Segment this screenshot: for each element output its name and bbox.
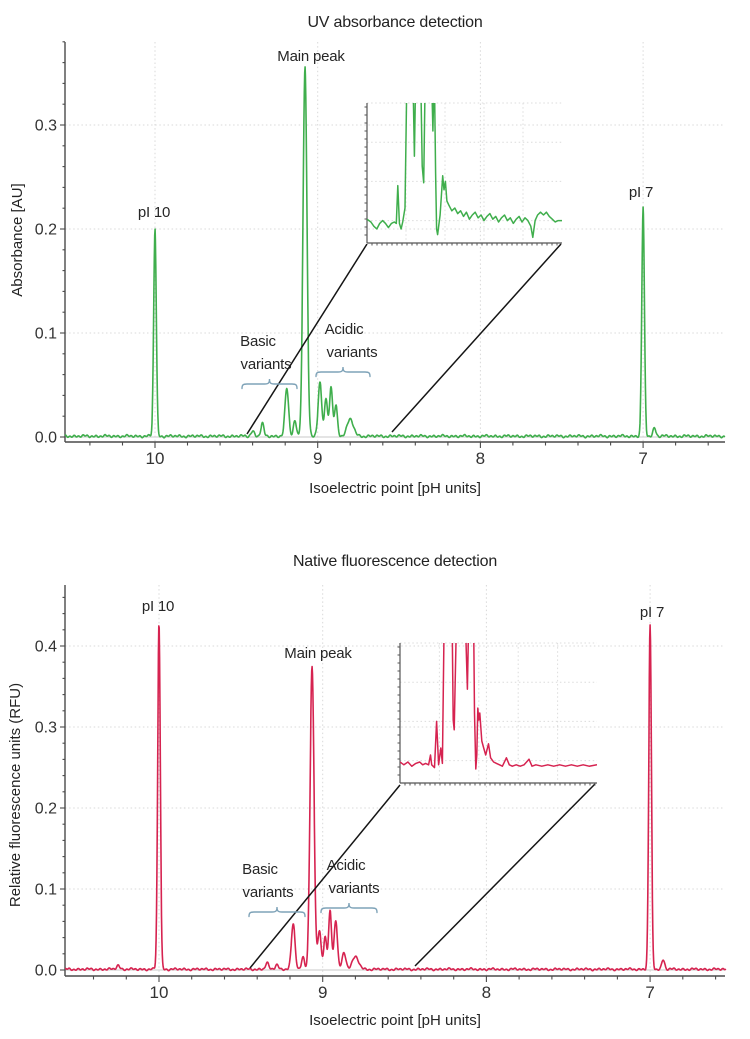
uv-y-axis-label: Absorbance [AU]	[9, 183, 26, 296]
uv-inset-trace	[367, 103, 562, 239]
fl-peak-label-main: Main peak	[284, 645, 352, 662]
fl-acidic-variants-label-line1: Acidic	[327, 857, 367, 874]
acidic-variants-brace	[315, 366, 371, 378]
uv-peak-label-main: Main peak	[277, 48, 345, 65]
x-tick-label: 8	[482, 983, 491, 1002]
inset-connector-line	[246, 243, 368, 435]
uv-acidic-variants-label-line1: Acidic	[325, 321, 365, 338]
fl-chart-title: Native fluorescence detection	[293, 553, 497, 570]
inset-connector-line	[391, 243, 562, 433]
fl-plot: 10 9 8 7 0.0 0.1 0.2 0.3 0.4	[35, 585, 727, 1002]
uv-basic-variants-label-line2: variants	[241, 356, 292, 373]
uv-trace	[64, 66, 726, 439]
y-tick-label: 0.2	[35, 222, 57, 239]
basic-variants-brace	[248, 906, 306, 918]
uv-peak-label-pi7: pI 7	[629, 184, 653, 201]
y-tick-label: 0.1	[35, 882, 57, 899]
fl-peak-label-pi10: pI 10	[142, 598, 174, 615]
fl-basic-variants-label-line2: variants	[243, 884, 294, 901]
uv-chart-title: UV absorbance detection	[307, 14, 482, 31]
uv-chart: 10 9 8 7 0.0 0.1 0.2 0.3 UV absorbance detectio…	[9, 14, 726, 497]
fl-acidic-variants-label-line2: variants	[329, 880, 380, 897]
x-tick-label: 10	[150, 983, 169, 1002]
uv-inset	[364, 102, 562, 246]
x-tick-label: 9	[318, 983, 327, 1002]
y-tick-label: 0.0	[35, 430, 57, 447]
uv-x-axis-label: Isoelectric point [pH units]	[309, 480, 481, 497]
fl-inset-trace	[400, 643, 597, 770]
fl-basic-variants-label-line1: Basic	[242, 861, 278, 878]
inset-connector-line	[414, 783, 596, 967]
fl-x-axis-label: Isoelectric point [pH units]	[309, 1012, 481, 1029]
fl-trace	[64, 624, 727, 972]
acidic-variants-brace	[320, 902, 378, 914]
grid	[65, 42, 725, 442]
y-tick-label: 0.1	[35, 326, 57, 343]
uv-acidic-variants-label-line2: variants	[327, 344, 378, 361]
x-tick-label: 9	[313, 449, 322, 468]
uv-plot: 10 9 8 7 0.0 0.1 0.2 0.3	[35, 41, 726, 468]
x-tick-label: 7	[645, 983, 654, 1002]
fl-peak-label-pi7: pI 7	[640, 604, 664, 621]
fl-inset	[397, 642, 597, 786]
x-tick-label: 7	[638, 449, 647, 468]
y-tick-label: 0.0	[35, 963, 57, 980]
uv-peak-label-pi10: pI 10	[138, 204, 170, 221]
fl-y-axis-label: Relative fluorescence units (RFU)	[7, 683, 24, 907]
y-tick-label: 0.3	[35, 118, 57, 135]
y-tick-label: 0.4	[35, 639, 57, 656]
x-tick-label: 8	[476, 449, 485, 468]
inset-connector-line	[249, 784, 401, 969]
x-tick-label: 10	[146, 449, 165, 468]
fluorescence-chart: 10 9 8 7 0.0 0.1 0.2 0.3 0.4 Native fluorescence…	[7, 553, 727, 1029]
uv-basic-variants-label-line1: Basic	[240, 333, 276, 350]
y-tick-label: 0.3	[35, 720, 57, 737]
y-tick-label: 0.2	[35, 801, 57, 818]
basic-variants-brace	[241, 378, 298, 390]
